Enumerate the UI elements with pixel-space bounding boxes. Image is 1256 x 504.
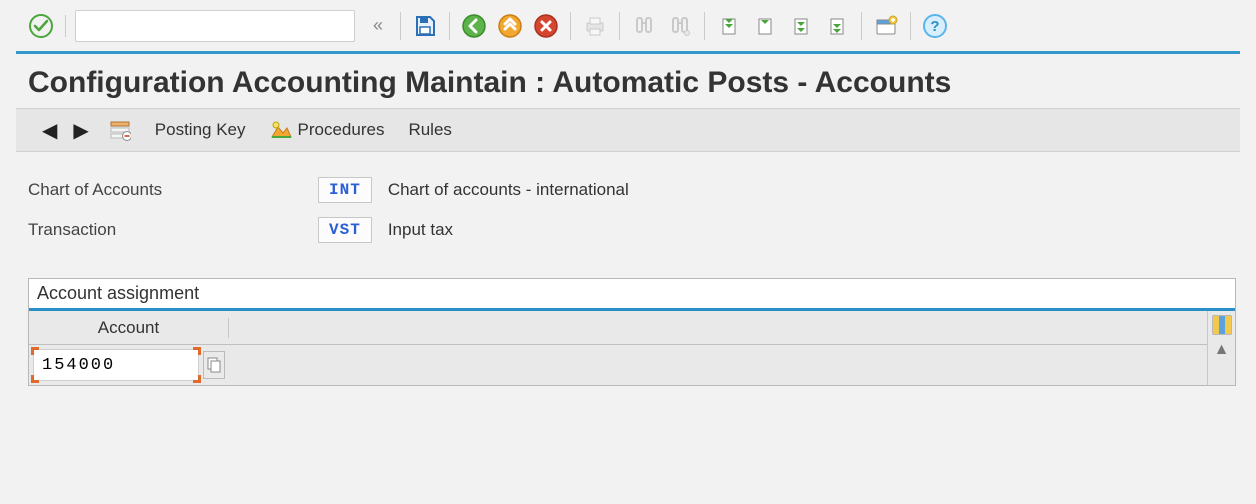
new-session-icon[interactable] [871,11,901,41]
posting-key-label: Posting Key [155,120,246,140]
group-title: Account assignment [29,279,1235,311]
back-icon[interactable] [459,11,489,41]
table-settings-icon[interactable] [1212,315,1232,335]
application-toolbar: ◀ ▶ Posting Key Procedures Rules [16,108,1240,152]
procedures-button[interactable]: Procedures [262,115,393,145]
print-icon [580,11,610,41]
find-next-icon [665,11,695,41]
prev-entry-icon[interactable]: ◀ [38,118,61,143]
transaction-row: Transaction VST Input tax [28,210,1236,250]
account-input[interactable] [33,349,199,381]
svg-text:?: ? [930,18,939,35]
next-page-icon[interactable] [786,11,816,41]
next-entry-icon[interactable]: ▶ [69,118,92,143]
value-help-icon[interactable] [203,351,225,379]
posting-key-button[interactable]: Posting Key [147,116,254,144]
first-page-icon[interactable] [714,11,744,41]
save-icon[interactable] [410,11,440,41]
chart-of-accounts-code: INT [318,177,372,203]
chart-of-accounts-desc: Chart of accounts - international [388,180,629,200]
last-page-icon[interactable] [822,11,852,41]
delete-row-button[interactable] [101,115,139,145]
page-title: Configuration Accounting Maintain : Auto… [28,66,1232,100]
command-field[interactable] [75,10,355,42]
chart-of-accounts-label: Chart of Accounts [28,180,318,200]
procedures-label: Procedures [298,120,385,140]
rules-label: Rules [408,120,451,140]
account-assignment-group: Account assignment Account [28,278,1236,386]
procedures-icon [270,119,292,141]
exit-icon[interactable] [495,11,525,41]
table-row [29,345,1207,385]
enter-icon[interactable] [26,11,56,41]
system-toolbar: « [16,0,1240,54]
transaction-code: VST [318,217,372,243]
scroll-up-icon[interactable]: ▲ [1214,341,1230,359]
title-area: Configuration Accounting Maintain : Auto… [0,54,1256,108]
prev-page-icon[interactable] [750,11,780,41]
form-area: Chart of Accounts INT Chart of accounts … [0,152,1256,260]
transaction-desc: Input tax [388,220,453,240]
help-icon[interactable]: ? [920,11,950,41]
find-icon [629,11,659,41]
table-header-row: Account [29,311,1207,345]
collapse-command-icon[interactable]: « [361,11,391,41]
rules-button[interactable]: Rules [400,116,459,144]
chart-of-accounts-row: Chart of Accounts INT Chart of accounts … [28,170,1236,210]
column-header-account[interactable]: Account [29,318,229,338]
cancel-icon[interactable] [531,11,561,41]
transaction-label: Transaction [28,220,318,240]
